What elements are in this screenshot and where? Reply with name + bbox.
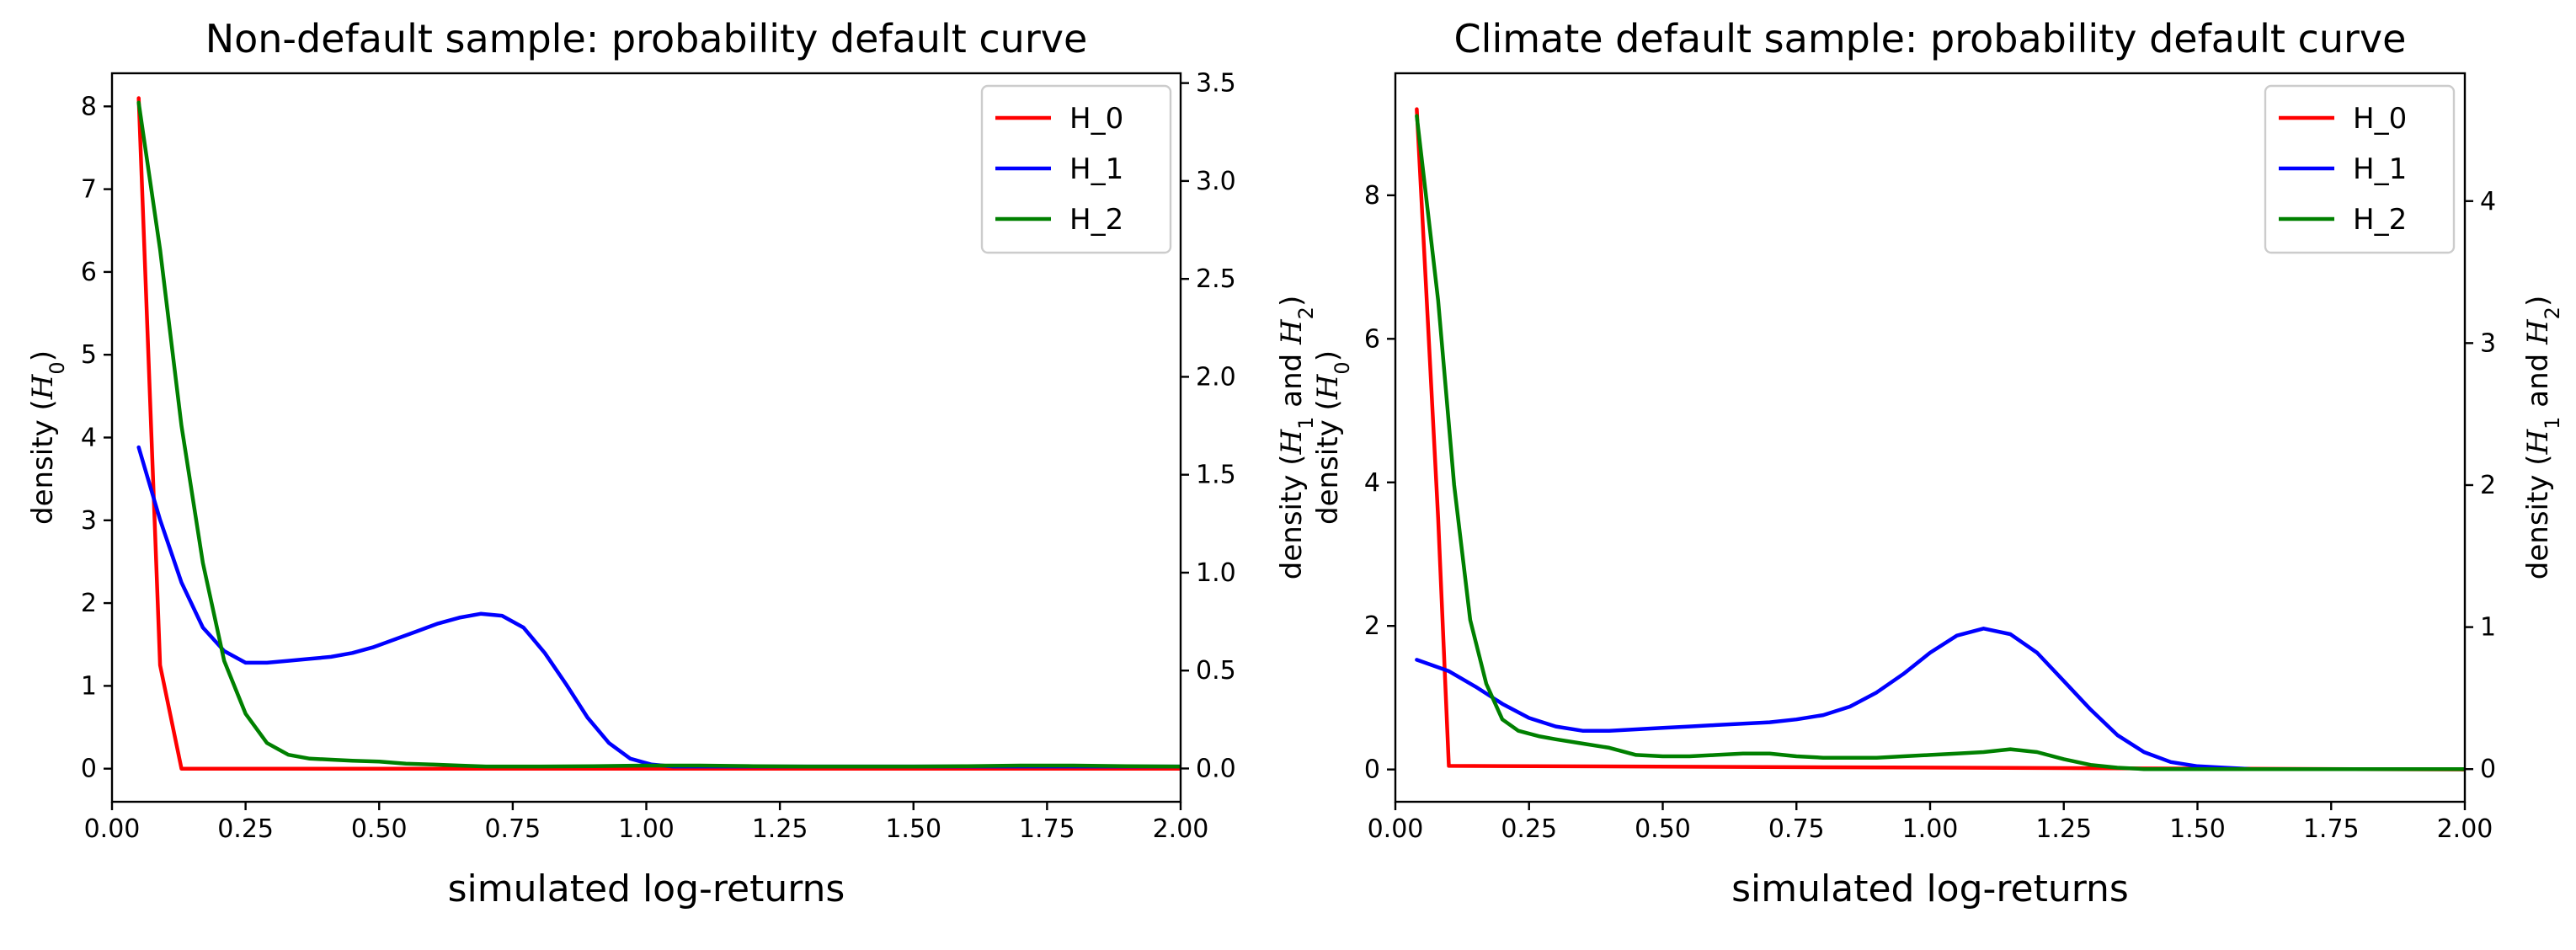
climate-default-chart-title: Climate default sample: probability defa… xyxy=(1454,16,2407,61)
non-default-ytick-left-label: 7 xyxy=(81,175,97,205)
non-default-ytick-right-label: 2.5 xyxy=(1196,264,1236,294)
climate-default-ytick-right-label: 1 xyxy=(2480,613,2496,643)
climate-default-series-h1 xyxy=(1415,627,2465,771)
non-default-ytick-left-label: 2 xyxy=(81,589,97,618)
chart-climate-default-sample: 0.00 0.25 0.50 0.75 1.00 1.25 1.50 1.75 2.00 0 2 4 6… xyxy=(1311,16,2564,910)
non-default-ytick-left-label: 4 xyxy=(81,424,97,453)
non-default-ytick-right-label: 3.5 xyxy=(1196,69,1236,99)
non-default-y-axis-label-right: density (H1 and H2) xyxy=(1275,296,1318,579)
climate-default-ytick-left-label: 8 xyxy=(1364,181,1380,211)
climate-default-legend-label: H_0 xyxy=(2353,102,2407,136)
non-default-xtick-label: 0.50 xyxy=(351,814,408,844)
non-default-y-axis-label-left: density (H0) xyxy=(26,350,69,525)
climate-default-y-axis-label-right: density (H1 and H2) xyxy=(2521,296,2564,579)
non-default-xtick-label: 2.00 xyxy=(1153,814,1209,844)
climate-default-ytick-left-label: 0 xyxy=(1364,755,1380,785)
climate-default-ytick-right-label: 3 xyxy=(2480,328,2496,358)
climate-default-ytick-right-label: 0 xyxy=(2480,755,2496,784)
climate-default-ytick-left-label: 4 xyxy=(1364,468,1380,498)
non-default-series-h0 xyxy=(136,96,1181,771)
non-default-xtick-label: 1.00 xyxy=(618,814,675,844)
climate-default-series-h2 xyxy=(1415,114,2465,771)
non-default-xtick-label: 1.25 xyxy=(752,814,808,844)
climate-default-xtick-label: 1.75 xyxy=(2303,814,2360,844)
non-default-x-axis-label: simulated log-returns xyxy=(448,867,845,910)
non-default-series-h2 xyxy=(136,100,1181,769)
climate-default-xtick-label: 0.75 xyxy=(1768,814,1825,844)
non-default-series-group xyxy=(136,96,1181,771)
climate-default-y-axis-label-left: density (H0) xyxy=(1311,350,1354,525)
climate-default-ytick-right-label: 4 xyxy=(2480,187,2496,216)
non-default-legend-label: H_2 xyxy=(1069,203,1123,237)
climate-default-legend-box xyxy=(2264,84,2456,254)
non-default-ytick-left-label: 8 xyxy=(81,92,97,121)
climate-default-xtick-label: 2.00 xyxy=(2437,814,2493,844)
non-default-xtick-label: 0.00 xyxy=(84,814,141,844)
climate-default-legend: H_0 H_1 H_2 xyxy=(2264,84,2456,254)
climate-default-ytick-right-label: 2 xyxy=(2480,471,2496,500)
climate-default-x-axis-label: simulated log-returns xyxy=(1731,867,2129,910)
non-default-ytick-left-label: 3 xyxy=(81,506,97,536)
non-default-legend: H_0 H_1 H_2 xyxy=(980,84,1172,254)
climate-default-series-h0 xyxy=(1415,107,2465,771)
climate-default-xtick-label: 1.25 xyxy=(2035,814,2092,844)
non-default-legend-label: H_1 xyxy=(1069,152,1123,186)
climate-default-xtick-label: 1.50 xyxy=(2169,814,2226,844)
non-default-xtick-label: 0.25 xyxy=(217,814,274,844)
climate-default-xtick-label: 0.00 xyxy=(1368,814,1424,844)
chart-non-default-sample: 0.00 0.25 0.50 0.75 1.00 1.25 1.50 1.75 2.00 0 1 2 3… xyxy=(26,16,1318,910)
non-default-ytick-right-label: 0.5 xyxy=(1196,656,1236,686)
non-default-xtick-label: 0.75 xyxy=(484,814,541,844)
non-default-legend-label: H_0 xyxy=(1069,102,1123,136)
non-default-chart-title: Non-default sample: probability default … xyxy=(205,16,1088,61)
non-default-ytick-left-label: 0 xyxy=(81,755,97,784)
climate-default-series-group xyxy=(1415,107,2465,771)
non-default-ytick-right-label: 0.0 xyxy=(1196,754,1236,783)
non-default-ytick-left-label: 6 xyxy=(81,258,97,287)
non-default-xtick-label: 1.75 xyxy=(1019,814,1075,844)
climate-default-ytick-left-label: 2 xyxy=(1364,611,1380,641)
non-default-ytick-left-label: 5 xyxy=(81,340,97,370)
climate-default-legend-label: H_2 xyxy=(2353,203,2407,237)
non-default-ytick-right-label: 1.0 xyxy=(1196,558,1236,588)
non-default-ytick-left-label: 1 xyxy=(81,671,97,701)
climate-default-xtick-label: 0.25 xyxy=(1501,814,1557,844)
non-default-ytick-right-label: 1.5 xyxy=(1196,461,1236,490)
non-default-xtick-label: 1.50 xyxy=(885,814,941,844)
non-default-legend-box xyxy=(980,84,1172,254)
climate-default-ytick-left-label: 6 xyxy=(1364,324,1380,354)
climate-default-xtick-label: 0.50 xyxy=(1635,814,1691,844)
climate-default-xtick-label: 1.00 xyxy=(1902,814,1959,844)
non-default-series-h1 xyxy=(136,445,1181,769)
climate-default-legend-label: H_1 xyxy=(2353,152,2407,186)
non-default-ytick-right-label: 3.0 xyxy=(1196,167,1236,196)
non-default-ytick-right-label: 2.0 xyxy=(1196,362,1236,392)
